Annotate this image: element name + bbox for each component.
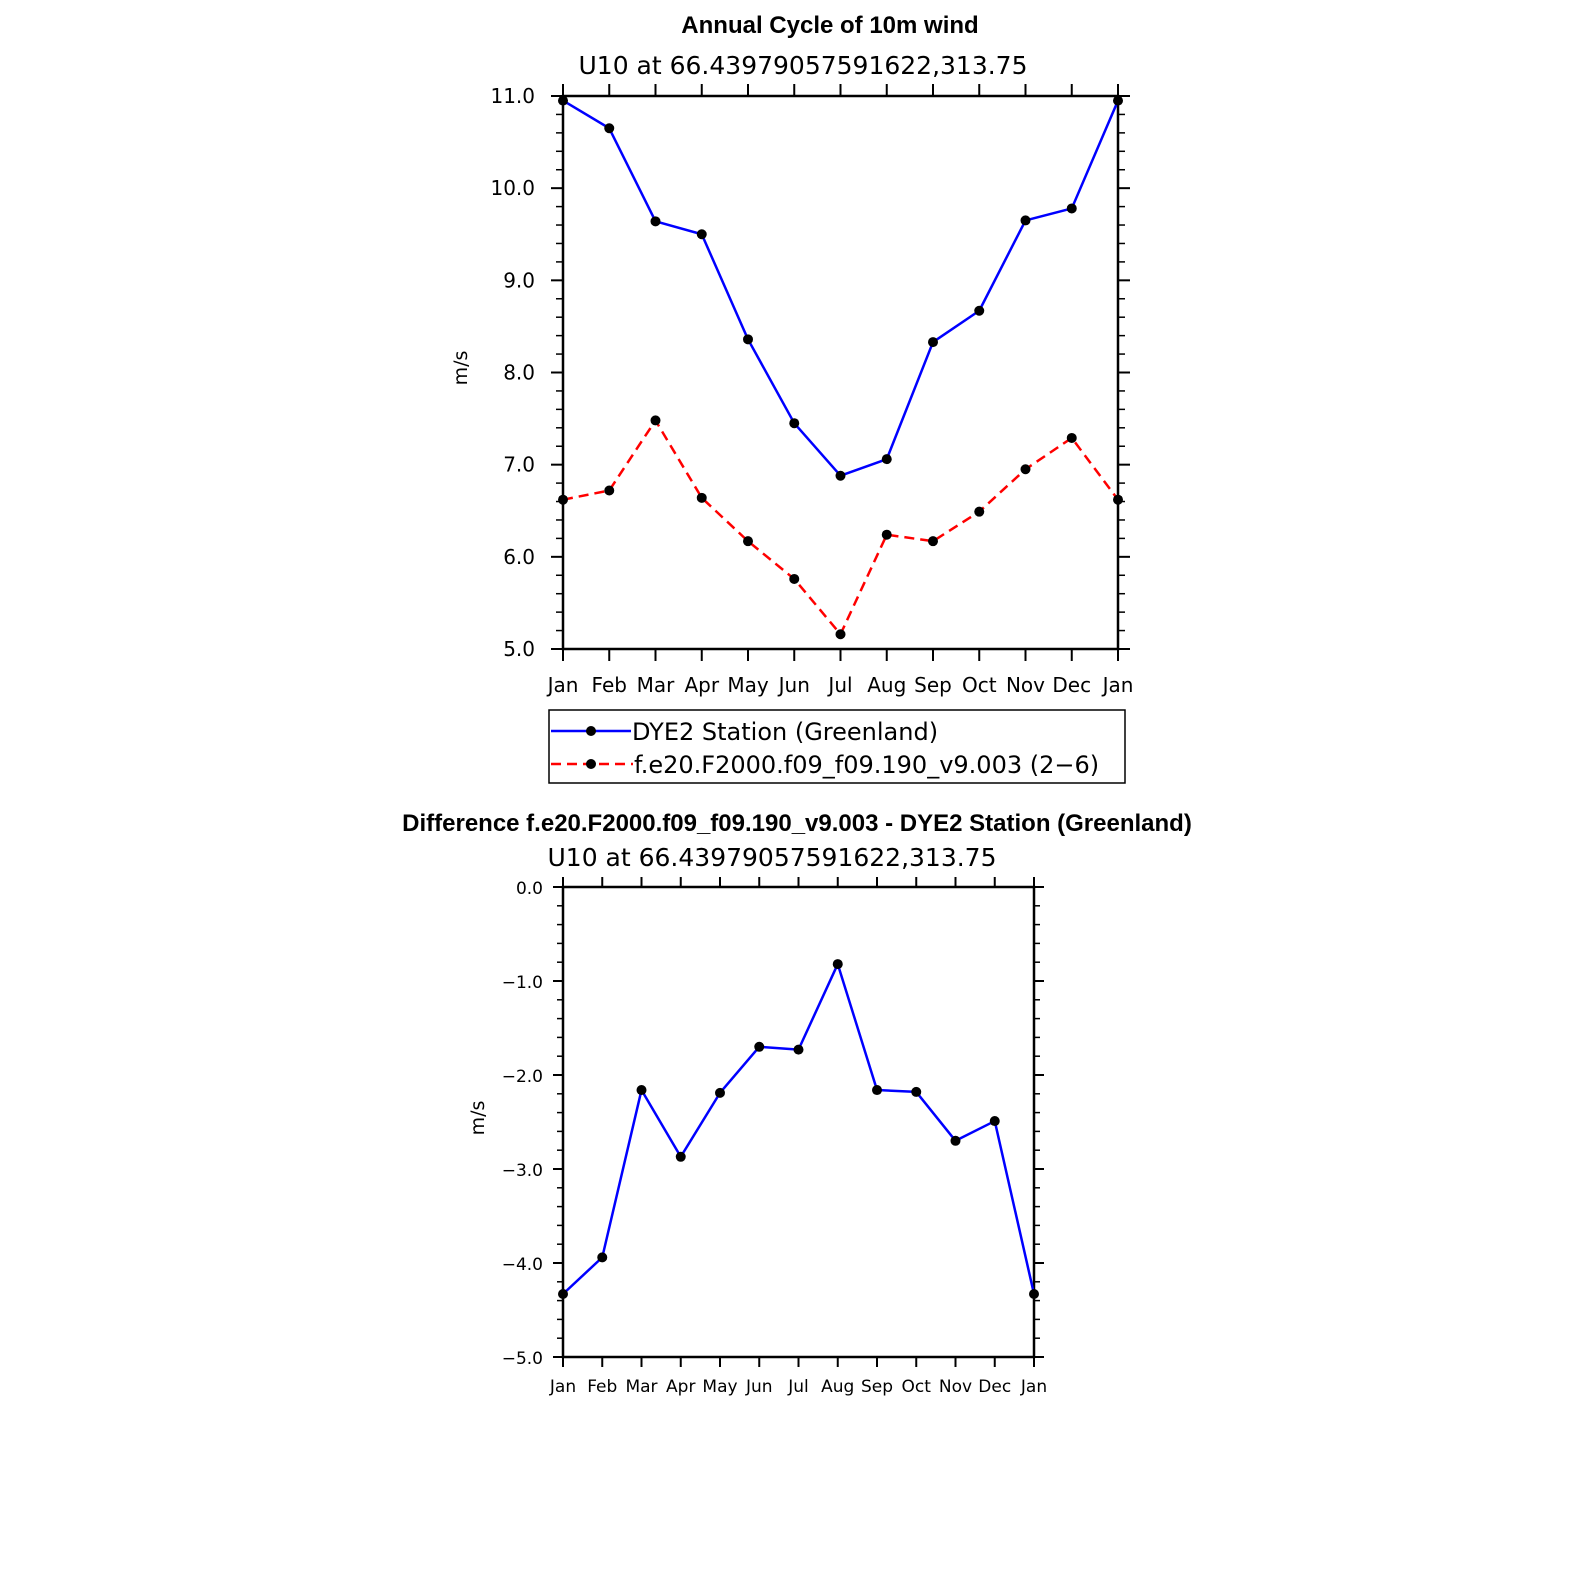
x-tick-label: Jan	[549, 1377, 576, 1397]
legend-label-model: f.e20.F2000.f09_f09.190_v9.003 (2−6)	[634, 751, 1099, 779]
x-tick-label: Jan	[1101, 673, 1134, 697]
x-tick-label: Apr	[666, 1377, 695, 1397]
data-point	[911, 1086, 922, 1097]
x-tick-label: Nov	[1006, 673, 1045, 697]
x-tick-label: Feb	[592, 673, 627, 697]
data-point	[928, 536, 938, 547]
plot-area: −5.0 −4.0 −3.0 −2.0 −1.0 0.0 Jan Feb Mar Apr May Ju…	[502, 877, 1047, 1397]
series-line-0	[562, 962, 1036, 1295]
y-tick-label: −1.0	[502, 973, 543, 993]
x-tick-label: Dec	[1052, 673, 1091, 697]
data-point	[696, 229, 707, 240]
y-tick-label: 8.0	[503, 361, 535, 385]
x-tick-label: Mar	[637, 673, 676, 697]
difference-chart: Difference f.e20.F2000.f09_f09.190_v9.00…	[402, 810, 1192, 1397]
chart-subtitle: U10 at 66.43979057591622,313.75	[548, 843, 997, 872]
x-tick-label: Jul	[826, 673, 852, 697]
data-point	[835, 470, 846, 481]
legend: DYE2 Station (Greenland) f.e20.F2000.f09…	[548, 709, 1126, 784]
x-tick-label: Apr	[684, 673, 719, 697]
x-tick-label: Oct	[962, 673, 997, 697]
series-line-1	[562, 419, 1120, 636]
data-point	[974, 305, 985, 316]
y-tick-label: 11.0	[490, 84, 535, 108]
chart-subtitle: U10 at 66.43979057591622,313.75	[579, 51, 1028, 80]
data-point	[696, 492, 707, 503]
y-tick-label: 9.0	[503, 268, 535, 292]
x-tick-label: May	[702, 1377, 737, 1397]
y-tick-label: −3.0	[502, 1161, 543, 1181]
legend-label-observed: DYE2 Station (Greenland)	[632, 718, 938, 746]
data-point	[872, 1085, 882, 1096]
data-point	[950, 1135, 961, 1146]
legend-box	[548, 709, 1126, 784]
data-point	[1066, 203, 1077, 214]
data-point	[754, 1041, 765, 1052]
data-point	[1020, 215, 1031, 226]
x-tick-label: Mar	[625, 1377, 657, 1397]
x-tick-label: Aug	[821, 1377, 854, 1397]
chart-title: Annual Cycle of 10m wind	[681, 12, 978, 39]
data-point	[604, 123, 615, 134]
y-tick-label: 7.0	[503, 453, 535, 477]
x-tick-label: Feb	[587, 1377, 617, 1397]
data-point	[650, 415, 661, 426]
x-tick-label: Dec	[978, 1377, 1011, 1397]
y-tick-label: −2.0	[502, 1067, 543, 1087]
data-point	[1066, 432, 1077, 443]
annual-cycle-chart: Annual Cycle of 10m wind U10 at 66.43979…	[450, 12, 1133, 784]
chart-title: Difference f.e20.F2000.f09_f09.190_v9.00…	[402, 810, 1192, 837]
x-tick-label: Jul	[787, 1377, 809, 1397]
data-point	[558, 95, 568, 106]
data-point	[832, 959, 843, 970]
data-point	[974, 506, 985, 517]
data-point	[743, 536, 753, 547]
y-axis-label: m/s	[450, 351, 472, 386]
data-point	[636, 1085, 647, 1096]
data-point	[650, 216, 661, 227]
data-point	[1113, 494, 1123, 505]
data-point	[715, 1087, 725, 1098]
y-tick-label: 0.0	[516, 879, 543, 899]
legend-marker-model	[586, 759, 596, 769]
x-tick-label: Aug	[867, 673, 906, 697]
data-point	[597, 1252, 608, 1263]
data-point	[928, 337, 938, 348]
y-tick-label: −5.0	[502, 1349, 543, 1369]
data-point	[789, 573, 800, 584]
x-tick-label: Oct	[902, 1377, 932, 1397]
data-point	[604, 485, 615, 496]
x-tick-label: Jan	[1020, 1377, 1047, 1397]
data-point	[881, 454, 892, 465]
data-point	[1029, 1289, 1039, 1300]
data-point	[789, 418, 800, 429]
x-tick-label: Sep	[914, 673, 952, 697]
y-tick-label: 10.0	[490, 176, 535, 200]
x-tick-label: May	[727, 673, 769, 697]
plot-frame	[561, 94, 1120, 651]
data-point	[835, 629, 846, 640]
data-point	[675, 1151, 686, 1162]
x-tick-label: Jan	[546, 673, 579, 697]
y-tick-label: 6.0	[503, 545, 535, 569]
x-tick-label: Sep	[861, 1377, 893, 1397]
x-tick-label: Jun	[745, 1377, 773, 1397]
data-point	[558, 1289, 568, 1300]
y-tick-label: −4.0	[502, 1255, 543, 1275]
y-axis-label: m/s	[467, 1101, 489, 1136]
data-point	[743, 334, 753, 345]
legend-marker-observed	[586, 726, 596, 736]
x-tick-label: Jun	[777, 673, 810, 697]
y-tick-label: 5.0	[503, 637, 535, 661]
data-point	[793, 1044, 804, 1055]
data-point	[558, 494, 568, 505]
data-point	[1113, 95, 1123, 106]
data-point	[881, 529, 892, 540]
x-tick-label: Nov	[939, 1377, 972, 1397]
series-line-0	[562, 99, 1120, 477]
plot-area: 5.0 6.0 7.0 8.0 9.0 10.0 11.0 Jan Feb Mar Apr May Ju…	[490, 84, 1133, 697]
data-point	[1020, 464, 1031, 475]
data-point	[989, 1116, 1000, 1127]
